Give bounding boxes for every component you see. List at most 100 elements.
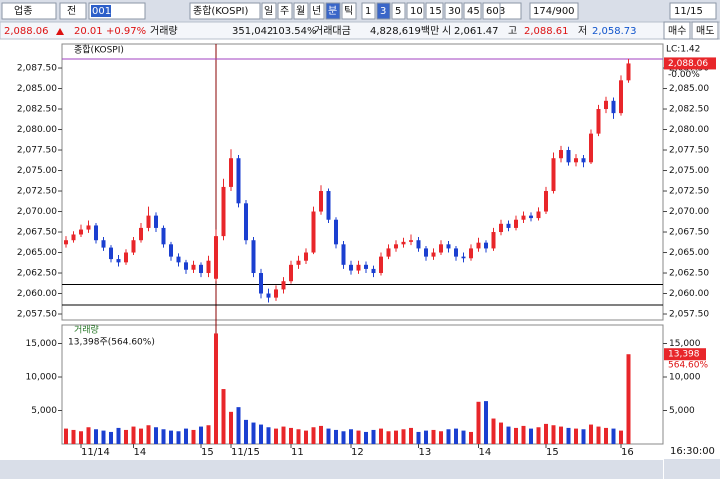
candle-body: [79, 229, 83, 235]
minute-button[interactable]: [361, 2, 376, 20]
last-volume-box: [664, 348, 706, 361]
minute-label: 60: [486, 6, 499, 17]
candle-body: [139, 227, 143, 241]
volume-bar: [536, 427, 541, 444]
volume-bar: [581, 429, 586, 444]
y-tick-label: 15,000: [26, 339, 58, 349]
y-tick-label: 2,075.00: [17, 166, 57, 176]
volume-bar: [574, 428, 578, 444]
candle-body: [371, 268, 376, 274]
minute-button[interactable]: [391, 2, 406, 20]
volume-bar: [101, 430, 106, 444]
volume-bar: [619, 430, 623, 444]
y-tick-label: 2,070.00: [17, 207, 57, 217]
volume-bar: [484, 401, 488, 444]
minute-label: 15: [429, 6, 442, 17]
y-tick-label: 2,067.50: [669, 228, 709, 238]
y-tick-label: 5,000: [669, 406, 695, 416]
minute-button[interactable]: [425, 2, 444, 20]
period-button[interactable]: [261, 2, 277, 20]
candle-body: [379, 256, 383, 274]
candle-body: [386, 248, 391, 257]
volume-bar: [289, 427, 293, 444]
candle-body: [199, 264, 203, 274]
candle-body: [101, 240, 106, 248]
volume-bar: [244, 419, 248, 444]
buy-button[interactable]: [663, 21, 691, 40]
volume-bar: [71, 429, 76, 444]
period-button[interactable]: [341, 2, 357, 20]
candle-body: [394, 244, 398, 249]
volume-bar: [154, 427, 158, 444]
scope-select[interactable]: [59, 2, 87, 20]
candle-body: [604, 100, 608, 110]
minute-button[interactable]: [463, 2, 482, 20]
code-highlight: [91, 5, 111, 17]
volume-bar: [461, 430, 466, 444]
last-price: 2,088.06: [668, 59, 708, 69]
candle-body: [274, 289, 278, 298]
candle-body: [236, 158, 241, 204]
volume-bar: [626, 354, 631, 444]
candle-body: [311, 211, 316, 253]
candle-body: [626, 63, 631, 81]
volume: 351,042: [232, 26, 273, 37]
minute-button[interactable]: [406, 2, 425, 20]
market-select[interactable]: [1, 2, 57, 20]
y-tick-label: 2,075.00: [669, 166, 709, 176]
candle-body: [566, 150, 571, 163]
volume-bar: [371, 429, 376, 444]
price-legend: 종합(KOSPI): [74, 45, 124, 56]
y-tick-label: 2,057.50: [17, 310, 57, 320]
minute-button[interactable]: [482, 2, 501, 20]
change-pct: +0.97%: [106, 26, 146, 37]
scope: 전: [67, 5, 76, 17]
candle-body: [559, 150, 563, 159]
volume-bar: [409, 427, 413, 444]
candle-body: [446, 244, 451, 249]
volume-bar: [611, 428, 616, 444]
volume-bar: [431, 429, 436, 444]
price-panel: [61, 43, 664, 321]
open: 2,061.47: [454, 26, 499, 37]
period-button[interactable]: [325, 2, 341, 20]
y-tick-label: 10,000: [26, 372, 58, 382]
y-tick-label: 2,082.50: [17, 105, 57, 115]
candle-body: [619, 80, 623, 114]
date: 11/15: [674, 6, 703, 17]
y-tick-label: 2,065.00: [17, 248, 57, 258]
candle-body: [289, 264, 293, 282]
period-button[interactable]: [293, 2, 309, 20]
x-tick-label: 12: [351, 447, 364, 458]
sell-button[interactable]: [691, 21, 719, 40]
period-button[interactable]: [277, 2, 293, 20]
volume-bar: [146, 425, 151, 444]
name: 종합(KOSPI): [193, 5, 249, 17]
buy: 매수: [668, 25, 686, 37]
y-tick-label: 2,085.00: [669, 84, 709, 94]
candle-body: [544, 191, 548, 212]
volume-bar: [589, 424, 593, 444]
minute-button[interactable]: [444, 2, 463, 20]
x-tick-label: 15: [201, 447, 214, 458]
candle-body: [356, 264, 361, 271]
volume-bar: [499, 422, 503, 444]
minute-button[interactable]: [376, 2, 391, 20]
candle-body: [116, 259, 121, 263]
candle-body: [506, 223, 511, 228]
candle-body: [536, 211, 541, 219]
volume-bar: [304, 430, 308, 444]
volume-bar: [94, 429, 98, 444]
x-tick-label: 15: [546, 447, 559, 458]
candle-body: [86, 225, 91, 230]
volume-bar: [604, 427, 608, 444]
volume-bar: [221, 389, 226, 444]
market: 업종: [14, 4, 32, 17]
y-tick-label: 10,000: [669, 372, 701, 382]
candle-body: [214, 236, 218, 279]
candle-body: [491, 232, 496, 249]
period-button[interactable]: [309, 2, 325, 20]
date-box[interactable]: [669, 2, 717, 20]
